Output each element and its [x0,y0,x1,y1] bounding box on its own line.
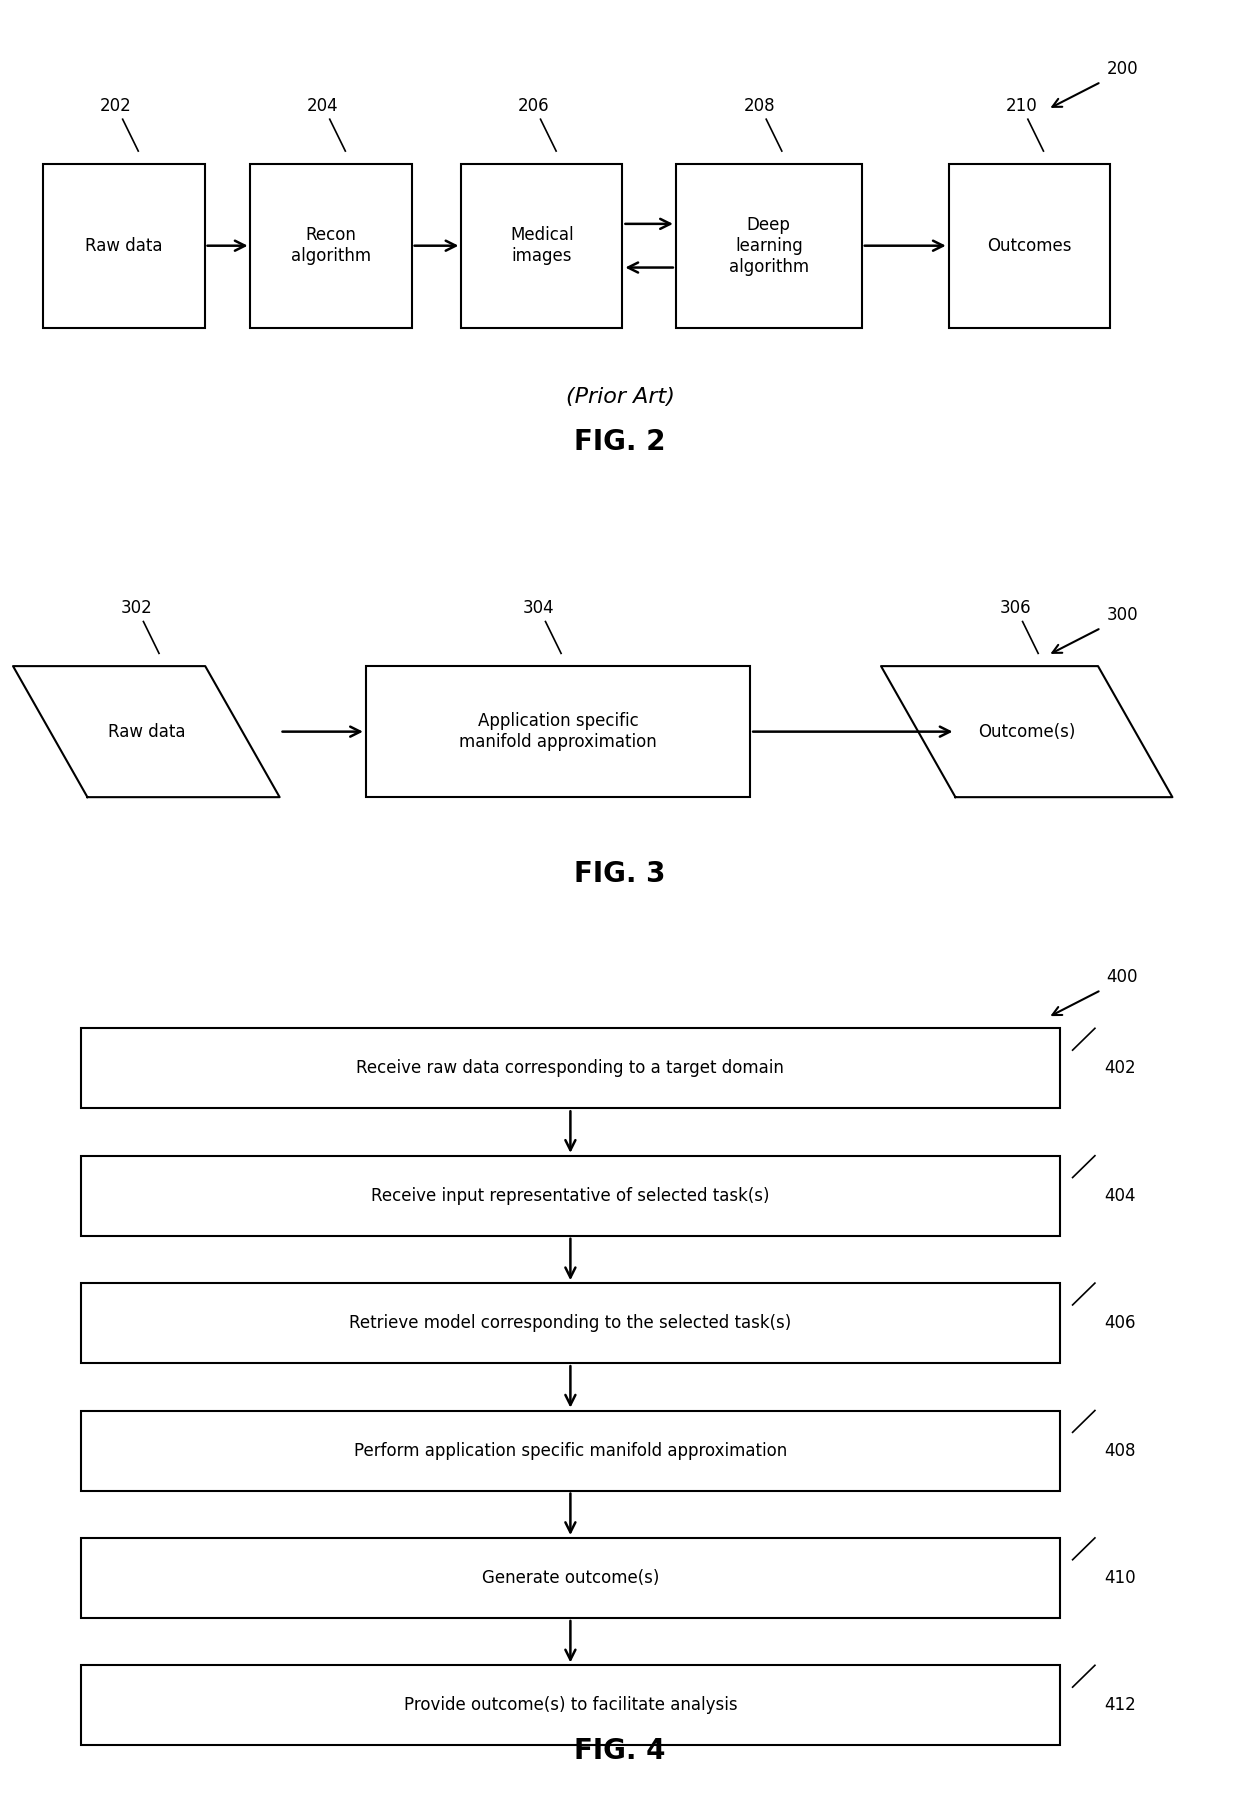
Text: 406: 406 [1104,1314,1136,1332]
Bar [949,164,1110,328]
Text: 412: 412 [1104,1696,1136,1714]
Text: Receive raw data corresponding to a target domain: Receive raw data corresponding to a targ… [356,1059,785,1077]
Text: Provide outcome(s) to facilitate analysis: Provide outcome(s) to facilitate analysi… [403,1696,738,1714]
Text: 210: 210 [1006,96,1037,115]
Text: Medical
images: Medical images [510,226,574,266]
Text: Application specific
manifold approximation: Application specific manifold approximat… [459,712,657,752]
Text: FIG. 4: FIG. 4 [574,1736,666,1765]
Text: Raw data: Raw data [108,723,185,741]
Text: 404: 404 [1104,1187,1136,1205]
Text: 202: 202 [100,96,131,115]
Text: Retrieve model corresponding to the selected task(s): Retrieve model corresponding to the sele… [350,1314,791,1332]
Bar [81,1410,1060,1491]
Text: 200: 200 [1106,60,1138,78]
Text: 208: 208 [744,96,775,115]
Text: 410: 410 [1104,1569,1136,1587]
Text: Outcome(s): Outcome(s) [978,723,1075,741]
Text: 300: 300 [1106,606,1138,624]
Bar [676,164,862,328]
Text: (Prior Art): (Prior Art) [565,388,675,406]
Text: Recon
algorithm: Recon algorithm [291,226,371,266]
Text: Receive input representative of selected task(s): Receive input representative of selected… [371,1187,770,1205]
Bar [250,164,412,328]
Bar [81,1028,1060,1108]
Text: Perform application specific manifold approximation: Perform application specific manifold ap… [353,1441,787,1460]
Text: 302: 302 [120,599,153,617]
Text: 408: 408 [1104,1441,1136,1460]
Text: Deep
learning
algorithm: Deep learning algorithm [729,217,808,275]
Bar [366,666,750,797]
Text: 304: 304 [523,599,554,617]
Bar [81,1665,1060,1745]
Text: FIG. 3: FIG. 3 [574,859,666,888]
Text: 402: 402 [1104,1059,1136,1077]
Text: Outcomes: Outcomes [987,237,1071,255]
Text: Raw data: Raw data [86,237,162,255]
Bar [81,1538,1060,1618]
Text: FIG. 2: FIG. 2 [574,428,666,457]
Text: 204: 204 [308,96,339,115]
Bar [43,164,205,328]
Bar [461,164,622,328]
Text: 206: 206 [518,96,549,115]
Text: 400: 400 [1106,968,1138,986]
Bar [81,1156,1060,1236]
Text: Generate outcome(s): Generate outcome(s) [481,1569,660,1587]
Text: 306: 306 [999,599,1032,617]
Bar [81,1283,1060,1363]
